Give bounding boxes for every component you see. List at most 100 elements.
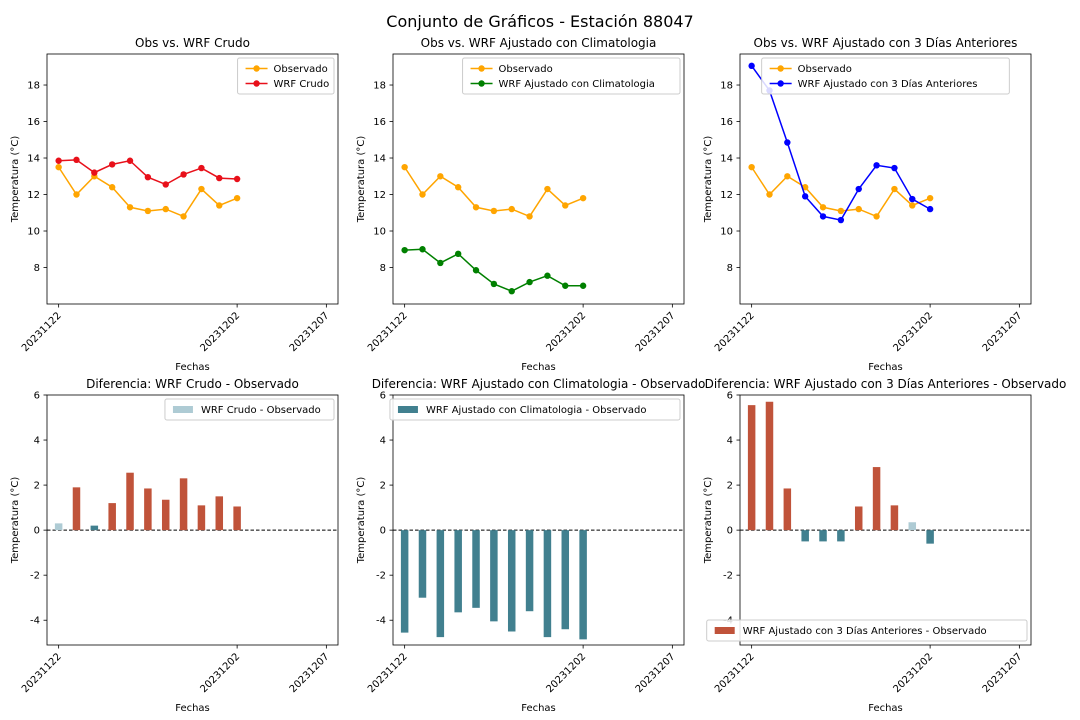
- data-point: [55, 157, 62, 164]
- data-point: [472, 267, 480, 274]
- bar: [801, 530, 809, 542]
- y-axis-label: Temperatura (°C): [10, 477, 21, 565]
- data-point: [926, 194, 934, 202]
- y-tick-label: 4: [727, 436, 733, 447]
- y-tick-label: 10: [373, 227, 386, 238]
- chart-panel: Diferencia: WRF Ajustado con Climatologi…: [356, 377, 705, 714]
- y-axis-label: Temperatura (°C): [703, 136, 714, 224]
- legend: Observado WRF Crudo: [237, 57, 335, 95]
- x-axis-label: Fechas: [521, 362, 556, 373]
- bar: [472, 530, 480, 608]
- data-point: [562, 202, 569, 209]
- legend-box: [761, 57, 1010, 95]
- chart-panel: Obs vs. WRF Crudo 8 10 12 14 16 18 20231122 2023…: [10, 36, 339, 373]
- data-point: [526, 213, 533, 220]
- x-tick-label: 20231122: [713, 651, 757, 695]
- legend-label: Observado: [274, 64, 328, 75]
- x-tick-label: 20231207: [981, 310, 1025, 354]
- y-tick-label: 8: [727, 263, 733, 274]
- data-point: [748, 62, 755, 70]
- data-point: [490, 280, 498, 288]
- data-point: [837, 216, 845, 224]
- data-point: [891, 164, 898, 172]
- y-tick-label: 14: [27, 154, 40, 165]
- y-tick-label: 0: [727, 526, 733, 537]
- legend-box: [237, 57, 335, 95]
- bar: [525, 530, 534, 612]
- y-tick-label: 16: [373, 117, 386, 128]
- x-tick-label: 20231122: [713, 310, 757, 354]
- bar: [418, 530, 427, 598]
- bar: [854, 506, 863, 531]
- data-point: [909, 202, 916, 209]
- y-tick-label: 4: [380, 436, 386, 447]
- bar: [747, 405, 756, 531]
- legend-swatch: [714, 627, 735, 634]
- data-point: [126, 157, 134, 164]
- data-point: [544, 185, 551, 193]
- x-tick-label: 20231207: [981, 651, 1025, 695]
- y-tick-label: 4: [34, 436, 40, 447]
- bar: [490, 530, 498, 622]
- x-tick-label: 20231122: [20, 310, 64, 354]
- data-point: [909, 195, 916, 203]
- y-tick-label: 16: [27, 117, 40, 128]
- data-point: [216, 202, 223, 209]
- y-tick-label: 10: [27, 227, 40, 238]
- x-axis-label: Fechas: [868, 703, 903, 714]
- panel-title: Diferencia: WRF Ajustado con Climatologi…: [372, 377, 706, 391]
- panel-title: Obs vs. WRF Ajustado con 3 Días Anterior…: [754, 36, 1018, 50]
- y-tick-label: 2: [380, 481, 386, 492]
- data-point: [180, 213, 187, 220]
- y-tick-label: 12: [720, 190, 733, 201]
- y-tick-label: 6: [380, 391, 386, 402]
- x-tick-label: 20231202: [198, 651, 242, 695]
- data-point: [401, 246, 408, 254]
- bar: [908, 522, 917, 531]
- series-line: [58, 159, 238, 186]
- data-point: [454, 184, 462, 191]
- chart-panels: Obs vs. WRF Crudo 8 10 12 14 16 18 20231122 2023…: [10, 36, 1066, 714]
- y-tick-label: 0: [34, 526, 40, 537]
- x-tick-label: 20231122: [366, 651, 410, 695]
- y-tick-label: 14: [373, 154, 386, 165]
- bar: [400, 530, 409, 633]
- data-point: [437, 173, 444, 180]
- data-point: [508, 205, 515, 213]
- plot-frame: [46, 394, 339, 646]
- plot-frame: [739, 394, 1032, 646]
- legend: Observado WRF Ajustado con 3 Días Anterio…: [761, 57, 1010, 95]
- y-tick-label: -4: [376, 616, 386, 627]
- y-tick-label: 16: [720, 117, 733, 128]
- bar: [561, 530, 570, 630]
- y-tick-label: 18: [720, 81, 733, 92]
- data-point: [508, 288, 515, 295]
- data-point: [126, 204, 134, 211]
- y-tick-label: 12: [373, 190, 386, 201]
- x-tick-label: 20231202: [544, 651, 588, 695]
- plot-frame: [46, 53, 339, 305]
- data-point: [198, 185, 205, 193]
- bar: [454, 530, 462, 613]
- x-axis-label: Fechas: [175, 703, 210, 714]
- data-point: [55, 163, 62, 171]
- data-point: [837, 207, 845, 215]
- panel-title: Diferencia: WRF Ajustado con 3 Días Ante…: [705, 377, 1067, 391]
- bar: [90, 525, 99, 531]
- y-tick-label: -2: [30, 571, 40, 582]
- chart-panel: Obs vs. WRF Ajustado con Climatologia 8 10…: [356, 36, 685, 373]
- data-point: [233, 194, 241, 202]
- y-tick-label: 18: [27, 81, 40, 92]
- y-tick-label: 2: [727, 481, 733, 492]
- bar: [54, 523, 63, 531]
- legend-label: Observado: [798, 64, 852, 75]
- bar: [819, 530, 827, 542]
- x-tick-label: 20231202: [891, 651, 935, 695]
- legend-label: WRF Ajustado con 3 Días Anteriores: [798, 78, 978, 90]
- legend-box: [462, 57, 681, 95]
- x-tick-label: 20231207: [288, 651, 332, 695]
- bar: [837, 530, 845, 542]
- data-point: [91, 169, 98, 176]
- data-point: [801, 193, 809, 200]
